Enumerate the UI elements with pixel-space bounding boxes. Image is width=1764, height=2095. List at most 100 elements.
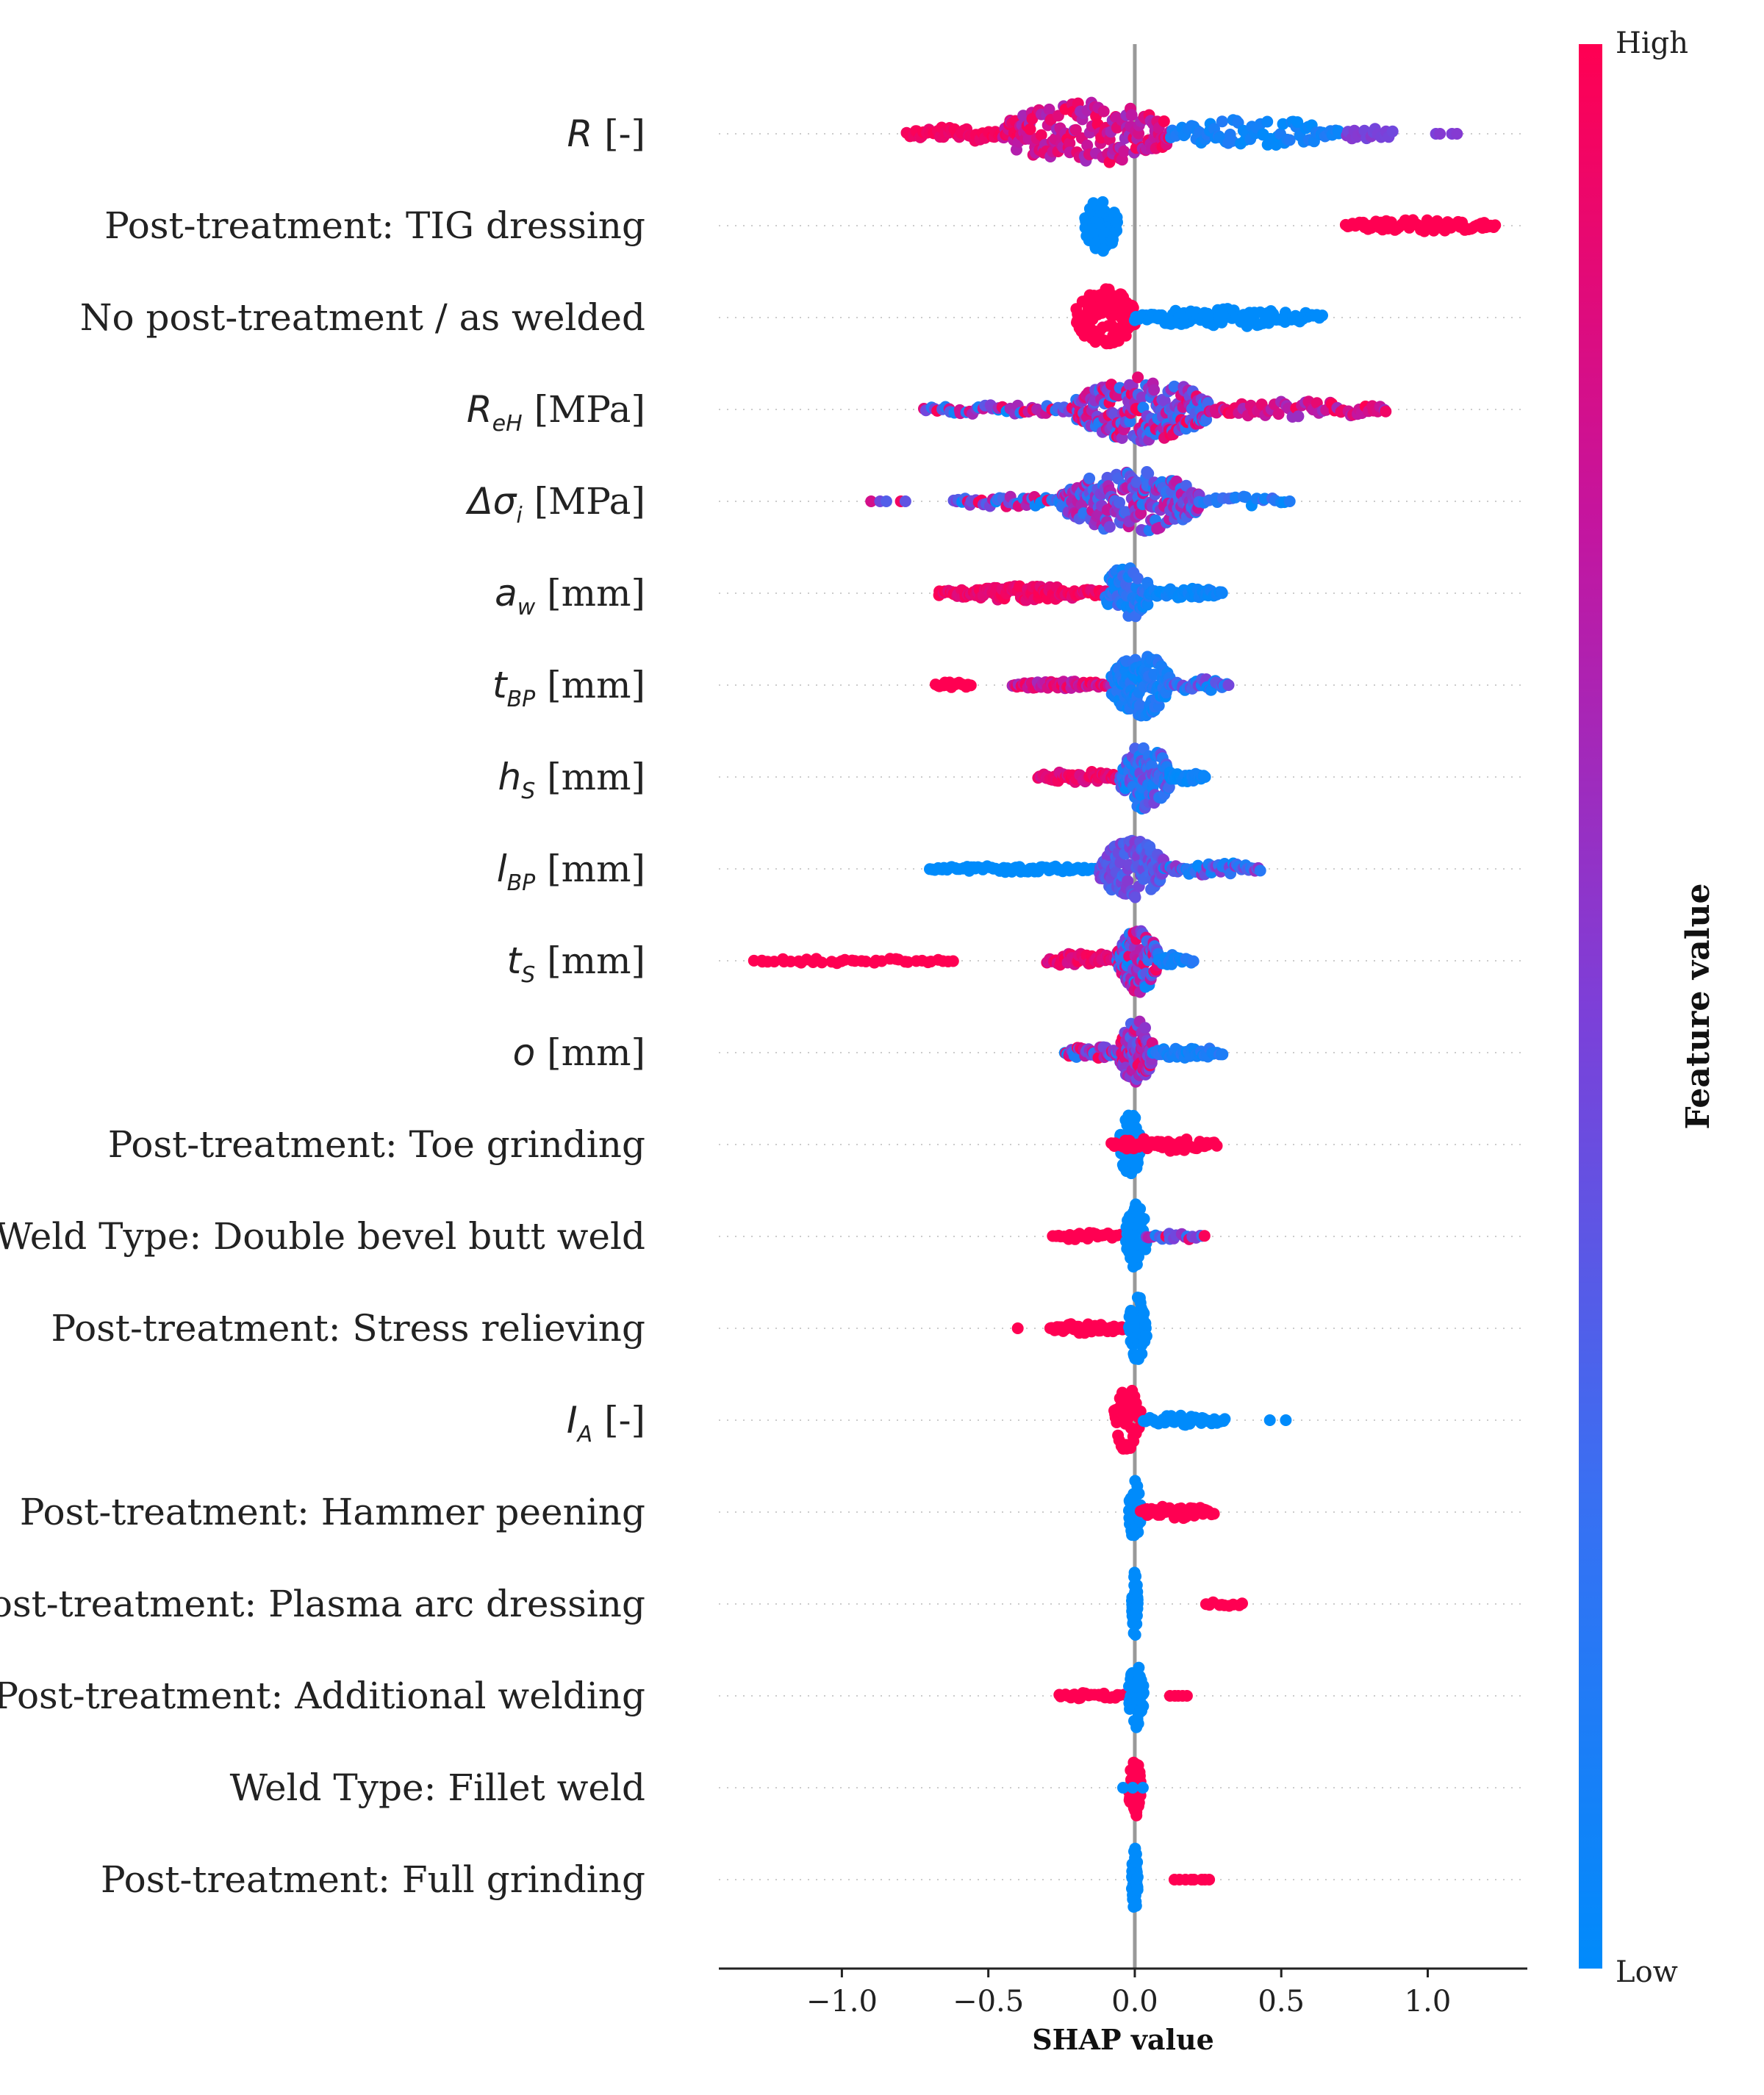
shap-dot	[1081, 139, 1094, 151]
shap-dot	[1263, 1414, 1276, 1426]
shap-dot	[1130, 1570, 1142, 1583]
shap-dot	[1130, 476, 1143, 488]
shap-dot	[1132, 1526, 1144, 1539]
x-axis-title: SHAP value	[1032, 2023, 1214, 2056]
colorbar-high-label: High	[1616, 26, 1688, 60]
shap-dot	[1135, 507, 1147, 520]
feature-label: Weld Type: Double bevel butt weld	[0, 1215, 645, 1258]
shap-dot	[1280, 1414, 1292, 1426]
shap-dot	[1103, 520, 1116, 533]
shap-dot	[1199, 771, 1211, 783]
feature-labels: R [-] Post-treatment: TIG dressing No post…	[0, 112, 645, 1901]
shap-dot	[1136, 1347, 1148, 1360]
shap-dot	[1129, 891, 1141, 903]
shap-dot	[1125, 109, 1138, 121]
x-tick-label: 0.5	[1258, 1985, 1305, 2019]
shap-dot	[1132, 1717, 1144, 1730]
shap-dot	[1203, 1874, 1216, 1885]
feature-label: Post-treatment: Additional welding	[0, 1675, 645, 1717]
feature-symbol: a	[495, 572, 517, 615]
feature-label: Post-treatment: Plasma arc dressing	[0, 1583, 645, 1625]
shap-dot	[1119, 506, 1132, 518]
feature-unit: [MPa]	[523, 480, 645, 523]
shap-dot	[880, 495, 892, 507]
x-axis: −1.0 −0.5 0.0 0.5 1.0 SHAP value	[719, 1967, 1527, 2056]
shap-dot	[1141, 598, 1154, 611]
shap-dot	[1131, 1856, 1144, 1869]
shap-dot	[1064, 137, 1076, 149]
shap-dot	[1451, 128, 1463, 140]
feature-label: o [mm]	[513, 1031, 645, 1074]
feature-symbol: I	[567, 1399, 578, 1442]
feature-label: Weld Type: Fillet weld	[230, 1766, 645, 1809]
feature-label: aw [mm]	[495, 572, 645, 620]
shap-dot	[1043, 103, 1055, 115]
shap-dot	[1124, 415, 1136, 428]
shap-dot	[1035, 129, 1047, 141]
feature-subscript: w	[517, 595, 536, 620]
shap-dot	[1130, 1899, 1142, 1912]
feature-unit: [mm]	[535, 756, 645, 798]
feature-label: Post-treatment: Stress relieving	[51, 1307, 645, 1350]
shap-dot	[1380, 405, 1392, 418]
shap-dot	[1131, 1883, 1144, 1896]
feature-symbol: l	[497, 848, 507, 890]
feature-subscript: eH	[492, 411, 523, 437]
feature-label: IA [-]	[567, 1399, 645, 1447]
shap-dot	[1132, 371, 1144, 384]
feature-subscript: S	[521, 962, 535, 988]
shap-dot	[816, 956, 828, 969]
shap-dot	[1239, 491, 1252, 504]
shap-dot	[1236, 1597, 1248, 1610]
feature-label: R [-]	[567, 112, 645, 155]
colorbar: High Low Feature value	[1579, 26, 1717, 1989]
feature-label: hS [mm]	[498, 756, 645, 804]
shap-dot	[1132, 1156, 1144, 1169]
shap-dot	[1116, 431, 1128, 444]
feature-unit: [-]	[592, 1399, 645, 1442]
feature-symbol: h	[498, 756, 522, 798]
shap-dot	[1024, 123, 1036, 135]
shap-dot	[1208, 1508, 1220, 1520]
x-tick-label: 1.0	[1405, 1985, 1452, 2019]
shap-dot	[1083, 472, 1096, 484]
x-tick-label: −1.0	[806, 1985, 878, 2019]
feature-label: No post-treatment / as welded	[80, 296, 645, 339]
shap-dot	[1216, 115, 1228, 128]
shap-dot	[1216, 1048, 1229, 1061]
x-tick-label: 0.0	[1111, 1985, 1158, 2019]
feature-subscript: S	[521, 778, 535, 804]
feature-unit: [mm]	[535, 1031, 645, 1074]
shap-dot	[1180, 1690, 1193, 1702]
shap-dot	[1168, 380, 1180, 393]
feature-unit: [mm]	[535, 572, 645, 615]
shap-dot	[1138, 1307, 1150, 1319]
feature-symbol: t	[507, 939, 523, 982]
shap-dot	[1122, 875, 1134, 887]
shap-dot	[1111, 216, 1123, 229]
feature-unit: [-]	[592, 112, 645, 155]
shap-dot	[1219, 1413, 1231, 1425]
shap-dot	[1386, 125, 1399, 137]
shap-dot	[899, 495, 911, 507]
shap-dot	[1117, 1782, 1129, 1794]
shap-dot	[1198, 1230, 1211, 1242]
shap-dot	[1118, 146, 1130, 157]
shap-dot	[1069, 123, 1082, 136]
feature-label: Post-treatment: Toe grinding	[108, 1123, 645, 1166]
x-ticks: −1.0 −0.5 0.0 0.5 1.0	[806, 1969, 1451, 2019]
shap-dot	[1292, 410, 1305, 423]
feature-unit: [mm]	[535, 848, 645, 890]
shap-dot	[1131, 1871, 1144, 1883]
shap-dot	[1489, 219, 1502, 232]
feature-symbol: R	[467, 388, 492, 431]
feature-label: tBP [mm]	[492, 664, 645, 712]
colorbar-title: Feature value	[1679, 884, 1717, 1130]
feature-unit: [mm]	[535, 664, 645, 706]
feature-unit: [mm]	[535, 939, 645, 982]
shap-dot	[1127, 1782, 1139, 1794]
shap-dot	[964, 679, 977, 692]
shap-dot	[1114, 496, 1125, 509]
feature-label: Δσi [MPa]	[465, 480, 645, 529]
feature-label: ReH [MPa]	[467, 388, 645, 437]
